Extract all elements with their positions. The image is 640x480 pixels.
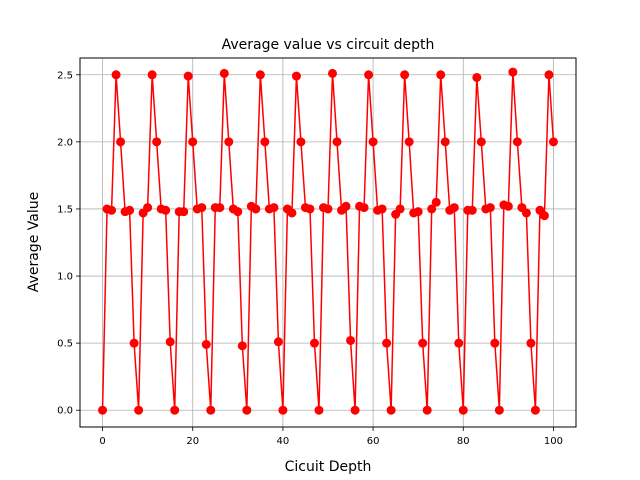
data-point: [364, 70, 374, 80]
data-point: [476, 137, 486, 147]
x-axis-label: Cicuit Depth: [285, 459, 372, 475]
data-point: [467, 205, 477, 215]
x-tick-label: 40: [277, 436, 290, 447]
data-point: [179, 207, 189, 217]
data-point: [508, 67, 518, 77]
data-point: [278, 405, 288, 415]
x-tick-label: 0: [99, 436, 105, 447]
data-point: [314, 405, 324, 415]
y-tick-label: 0.5: [57, 339, 73, 350]
data-point: [521, 208, 531, 218]
chart-title: Average value vs circuit depth: [222, 37, 435, 53]
data-point: [368, 137, 378, 147]
data-point: [269, 203, 279, 213]
data-point: [273, 337, 283, 347]
data-point: [544, 70, 554, 80]
data-point: [427, 204, 437, 214]
data-point: [440, 137, 450, 147]
data-point: [539, 211, 549, 221]
data-point: [98, 405, 108, 415]
data-point: [490, 338, 500, 348]
data-point: [328, 68, 338, 78]
data-point: [305, 204, 315, 214]
y-tick-label: 1.0: [57, 272, 73, 283]
data-point: [512, 137, 522, 147]
x-axis-ticks: 0 20 40 60 80 100: [99, 427, 563, 447]
x-tick-label: 60: [367, 436, 380, 447]
data-point: [170, 405, 180, 415]
data-point: [215, 203, 225, 213]
data-point: [291, 71, 301, 81]
data-point: [359, 203, 369, 213]
data-point: [165, 337, 175, 347]
data-point: [251, 204, 261, 214]
data-point: [350, 405, 360, 415]
data-point: [422, 405, 432, 415]
data-point: [526, 338, 536, 348]
data-point: [332, 137, 342, 147]
data-point: [219, 68, 229, 78]
y-tick-label: 1.5: [57, 204, 73, 215]
data-point: [183, 71, 193, 81]
data-point: [449, 203, 459, 213]
data-point: [418, 338, 428, 348]
data-point: [161, 205, 171, 215]
data-point: [206, 405, 216, 415]
data-point: [116, 137, 126, 147]
data-point: [107, 205, 117, 215]
data-point: [260, 137, 270, 147]
data-point: [400, 70, 410, 80]
data-point: [377, 204, 387, 214]
data-point: [395, 204, 405, 214]
data-point: [242, 405, 252, 415]
data-point: [431, 197, 441, 207]
data-point: [382, 338, 392, 348]
data-point: [152, 137, 162, 147]
data-point: [134, 405, 144, 415]
data-point: [143, 203, 153, 213]
data-point: [224, 137, 234, 147]
data-point: [111, 70, 121, 80]
data-point: [201, 339, 211, 349]
data-point: [530, 405, 540, 415]
data-point: [341, 201, 351, 211]
data-point: [237, 341, 247, 351]
data-point: [323, 204, 333, 214]
y-tick-label: 2.0: [57, 137, 73, 148]
data-point: [494, 405, 504, 415]
data-point: [197, 203, 207, 213]
data-point: [129, 338, 139, 348]
data-point: [188, 137, 198, 147]
data-point: [296, 137, 306, 147]
data-point: [472, 72, 482, 82]
x-tick-label: 100: [544, 436, 563, 447]
x-tick-label: 80: [457, 436, 470, 447]
data-point: [503, 201, 513, 211]
data-point: [287, 208, 297, 218]
data-point: [147, 70, 157, 80]
plot-frame: [79, 57, 577, 428]
data-point: [548, 137, 558, 147]
data-point: [386, 405, 396, 415]
data-point: [255, 70, 265, 80]
data-point: [485, 203, 495, 213]
data-point: [454, 338, 464, 348]
data-point: [125, 205, 135, 215]
y-axis-label: Average Value: [26, 192, 42, 292]
data-point: [309, 338, 319, 348]
y-axis-ticks: 0.0 0.5 1.0 1.5 2.0 2.5: [57, 70, 80, 417]
data-point: [233, 207, 243, 217]
data-point: [458, 405, 468, 415]
y-tick-label: 2.5: [57, 70, 73, 81]
data-point: [404, 137, 414, 147]
x-tick-label: 20: [186, 436, 199, 447]
data-point: [346, 335, 356, 345]
data-series: [98, 67, 558, 415]
y-tick-label: 0.0: [57, 406, 73, 417]
data-point: [413, 207, 423, 217]
data-point: [436, 70, 446, 80]
